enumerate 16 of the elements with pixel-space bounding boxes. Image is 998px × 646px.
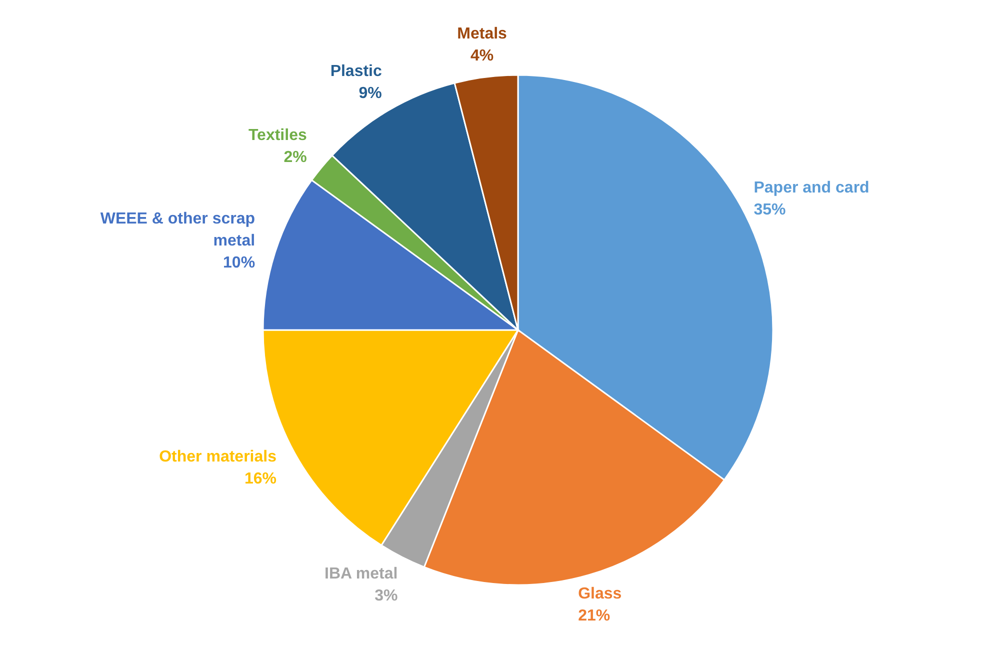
data-label: 4%	[470, 47, 494, 64]
slice-label: Paper and card	[754, 180, 870, 197]
data-label: 2%	[284, 149, 307, 166]
data-label: 3%	[374, 588, 398, 605]
slice-label: Glass	[578, 586, 622, 603]
data-label: 10%	[223, 254, 256, 272]
data-label: 16%	[244, 470, 276, 488]
data-label: 9%	[358, 85, 382, 102]
slice-label: Metals	[457, 25, 508, 42]
slice-label: Textiles	[248, 127, 307, 144]
data-label: 35%	[754, 202, 786, 219]
slice-label: Other materials	[159, 448, 277, 466]
slice-label: Plastic	[330, 63, 382, 80]
data-label: 21%	[578, 608, 610, 625]
slice-label: IBA metal	[324, 566, 398, 583]
slice-label: WEEE & other scrap metal	[100, 210, 256, 250]
